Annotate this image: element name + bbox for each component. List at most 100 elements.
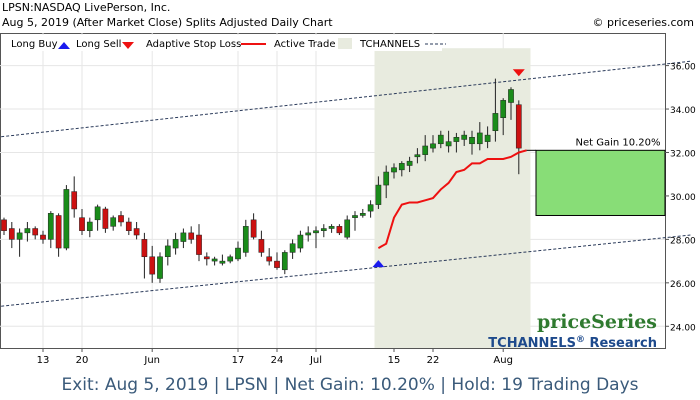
candle-body (188, 232, 195, 240)
adaptive-stop-line (377, 149, 527, 249)
x-tick-label: 17 (232, 355, 245, 366)
candle-body (149, 256, 156, 275)
candle (344, 215, 351, 240)
buy-signal-arrow (372, 260, 385, 268)
x-tick-label: 15 (388, 355, 401, 366)
legend-long-sell: Long Sell (76, 39, 121, 50)
candle-body (461, 134, 468, 140)
candle-body (250, 219, 257, 238)
x-tick-label: Jul (309, 355, 322, 366)
candle (352, 211, 358, 231)
legend-tchannels: TCHANNELS (359, 39, 420, 50)
net-gain-box (535, 149, 666, 216)
candle-body (352, 215, 358, 218)
tchannel-lower (0, 234, 691, 307)
candle (383, 165, 390, 199)
candle (71, 176, 78, 218)
candle-body (367, 204, 374, 212)
candle-body (118, 215, 124, 223)
y-tick-label: 32.00 (670, 149, 696, 159)
candle (445, 130, 452, 153)
candle-body (8, 228, 15, 240)
candle-body (297, 234, 304, 249)
candle-body (86, 221, 93, 231)
candle-body (508, 89, 514, 103)
candle-body (484, 134, 491, 142)
candle (398, 161, 405, 177)
candle-body (359, 213, 366, 216)
candle-body (180, 232, 187, 242)
brand-sub: TCHANNELS (488, 336, 576, 351)
candle (453, 132, 460, 153)
candle-body (55, 215, 62, 249)
candle (188, 226, 195, 244)
candle-body (430, 143, 436, 149)
candle-body (203, 256, 210, 260)
candle (86, 217, 93, 238)
candle-body (500, 100, 507, 118)
candle (430, 135, 436, 153)
candle (125, 217, 132, 236)
candle (484, 126, 491, 149)
candle-body (227, 256, 234, 262)
legend-long-buy: Long Buy (11, 39, 58, 50)
candle (94, 204, 101, 231)
candle (297, 230, 304, 253)
trade-summary-footer: Exit: Aug 5, 2019 | LPSN | Net Gain: 10.… (61, 375, 639, 395)
candle-body (211, 258, 218, 262)
candle-body (437, 134, 444, 145)
candle (469, 130, 475, 155)
candle-body (515, 104, 522, 149)
x-tick-label: 24 (271, 355, 284, 366)
candlesticks (1, 78, 522, 283)
candle-body (172, 239, 179, 249)
candle (219, 254, 226, 266)
candle-body (320, 228, 327, 231)
candle-body (196, 234, 202, 255)
brand-reg: ® (576, 335, 585, 345)
y-tick-label: 24.00 (670, 323, 696, 333)
sell-arrow-icon (122, 42, 134, 49)
candle-body (492, 113, 499, 132)
candle-body (1, 219, 7, 231)
brand-name: priceSeries (537, 311, 657, 333)
active-trade-region (374, 48, 531, 348)
x-tick-label: 20 (76, 355, 89, 366)
candle (24, 222, 31, 242)
candle-body (391, 167, 397, 173)
candle-body (71, 191, 78, 210)
legend-adaptive-stop: Adaptive Stop Loss (146, 39, 241, 50)
x-tick-label: 22 (427, 355, 440, 366)
x-tick-label: 13 (37, 355, 50, 366)
candle (55, 213, 62, 257)
candle-body (24, 228, 31, 234)
candle (47, 211, 54, 249)
candle-body (313, 230, 319, 234)
signals (372, 69, 536, 268)
sell-signal-arrow (512, 69, 525, 77)
candle-body (274, 260, 280, 268)
candle-body (242, 226, 249, 253)
candle-body (289, 243, 296, 253)
candle (258, 230, 265, 257)
active-trade-swatch (338, 38, 352, 49)
candle (180, 228, 187, 249)
x-tick-label: Jun (143, 355, 160, 366)
candle-body (79, 217, 85, 231)
candle (320, 224, 327, 238)
tchannel-upper (0, 60, 691, 138)
tchannels (0, 60, 691, 307)
candle (367, 200, 374, 218)
candle-body (445, 141, 452, 147)
candle-body (422, 145, 429, 155)
candle (476, 122, 483, 151)
candle (461, 130, 468, 146)
candle (172, 232, 179, 255)
x-axis: 13 20 Jun 17 24 Jul 15 22 Aug (37, 348, 513, 366)
candle-body (125, 221, 132, 231)
candle (32, 226, 39, 240)
candle (8, 222, 15, 249)
candle-body (406, 160, 413, 166)
candle (79, 208, 85, 236)
y-axis: 24.00 26.00 28.00 30.00 32.00 34.00 36.00 (665, 63, 696, 333)
